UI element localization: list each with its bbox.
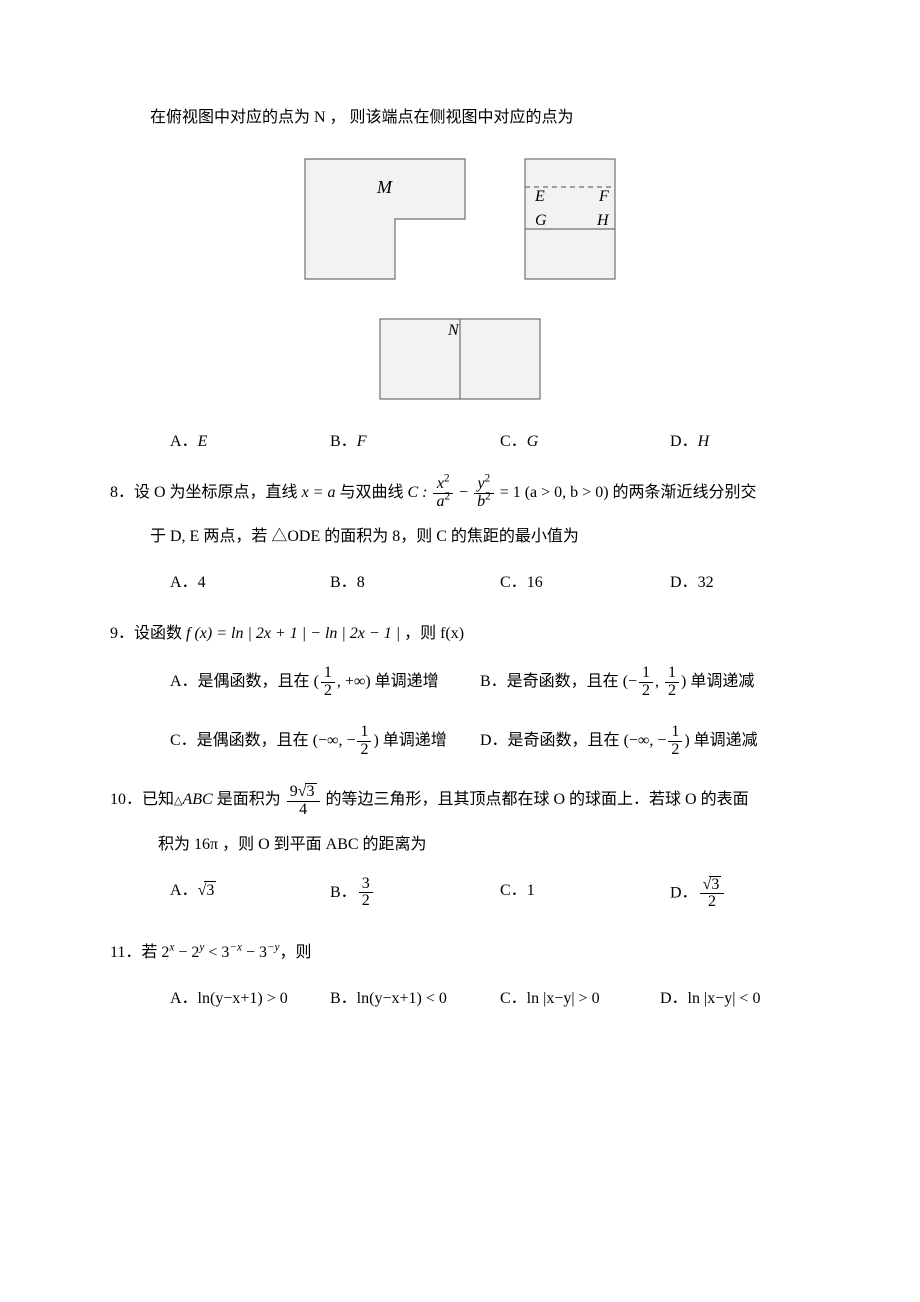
q9-option-C[interactable]: C．是偶函数，且在 (−∞, −12) 单调递增 — [170, 724, 480, 759]
q11-prefix: 11．若 — [110, 944, 161, 961]
q9-options-row1: A．是偶函数，且在 (12, +∞) 单调递增 B．是奇函数，且在 (−12, … — [110, 665, 810, 700]
q9-prefix: 9．设函数 — [110, 625, 186, 642]
q9-option-D[interactable]: D．是奇函数，且在 (−∞, −12) 单调递减 — [480, 724, 758, 759]
q11-line: 11．若 2x − 2y < 3−x − 3−y，则 — [110, 935, 810, 970]
q11-option-A[interactable]: A．ln(y−x+1) > 0 — [170, 984, 330, 1008]
q10-mid2: 的等边三角形，且其顶点都在球 O 的球面上．若球 O 的表面 — [322, 791, 749, 808]
label-H: H — [596, 212, 610, 229]
q11-options: A．ln(y−x+1) > 0 B．ln(y−x+1) < 0 C．ln |x−… — [110, 984, 810, 1008]
q7-front-view: M — [295, 149, 475, 289]
q8-eq1: x = a — [302, 484, 336, 501]
label-G: G — [535, 212, 547, 229]
q7-option-B[interactable]: B．F — [330, 427, 500, 451]
q7-top-view: N — [370, 309, 550, 409]
q8-C: C : — [407, 484, 431, 501]
label-M: M — [376, 177, 393, 197]
q11-option-C[interactable]: C．ln |x−y| > 0 — [500, 984, 660, 1008]
q9-option-B[interactable]: B．是奇函数，且在 (−12, 12) 单调递减 — [480, 665, 754, 700]
q8-line1: 8．设 O 为坐标原点，直线 x = a 与双曲线 C : x2a2 − y2b… — [110, 475, 810, 511]
label-N: N — [447, 322, 460, 339]
q11-option-B[interactable]: B．ln(y−x+1) < 0 — [330, 984, 500, 1008]
q8-frac1: x2a2 — [433, 476, 453, 511]
q8-frac2: y2b2 — [474, 476, 494, 511]
label-F: F — [598, 188, 609, 205]
q8-options: A．4 B．8 C．16 D．32 — [110, 568, 810, 592]
q9-line: 9．设函数 f (x) = ln | 2x + 1 | − ln | 2x − … — [110, 616, 810, 651]
q8-option-A[interactable]: A．4 — [170, 568, 330, 592]
q8-prefix: 8．设 O 为坐标原点，直线 — [110, 484, 302, 501]
q10-option-A[interactable]: A．√3 — [170, 876, 330, 912]
q10-line2: 积为 16π ，则 O 到平面 ABC 的距离为 — [110, 827, 810, 862]
q10-option-C[interactable]: C．1 — [500, 876, 670, 912]
q8-option-B[interactable]: B．8 — [330, 568, 500, 592]
q8-minus: − — [455, 484, 472, 501]
q8-option-D[interactable]: D．32 — [670, 568, 714, 592]
q8-after: = 1 (a > 0, b > 0) 的两条渐近线分别交 — [496, 484, 757, 501]
q9-option-A[interactable]: A．是偶函数，且在 (12, +∞) 单调递增 — [170, 665, 480, 700]
q10-mid1: 是面积为 — [213, 791, 285, 808]
q10-option-B[interactable]: B．32 — [330, 876, 500, 912]
q10-option-D[interactable]: D．√32 — [670, 876, 726, 912]
q7-options: A．E B．F C．G D．H — [110, 427, 810, 451]
q7-diagram-group: M E F G H N — [110, 149, 810, 409]
q11-suffix: ，则 — [279, 944, 311, 961]
q10-options: A．√3 B．32 C．1 D．√32 — [110, 876, 810, 912]
q7-option-D[interactable]: D．H — [670, 427, 709, 451]
q7-option-A[interactable]: A．E — [170, 427, 330, 451]
q10-area-frac: 9√34 — [287, 783, 320, 819]
q11-option-D[interactable]: D．ln |x−y| < 0 — [660, 984, 760, 1008]
q10-line1: 10．已知△ABC 是面积为 9√34 的等边三角形，且其顶点都在球 O 的球面… — [110, 782, 810, 818]
q9-options-row2: C．是偶函数，且在 (−∞, −12) 单调递增 D．是奇函数，且在 (−∞, … — [110, 724, 810, 759]
q9-fx: f (x) = ln | 2x + 1 | − ln | 2x − 1 | — [186, 625, 400, 642]
q8-option-C[interactable]: C．16 — [500, 568, 670, 592]
q9-suffix: ，则 f(x) — [400, 625, 464, 642]
q7-side-view: E F G H — [515, 149, 625, 289]
q10-abc: ABC — [182, 791, 212, 808]
q7-tail-text: 在俯视图中对应的点为 N ， 则该端点在侧视图中对应的点为 — [150, 109, 574, 126]
q10-prefix: 10．已知 — [110, 791, 174, 808]
q8-line2: 于 D, E 两点，若 △ODE 的面积为 8，则 C 的焦距的最小值为 — [110, 519, 810, 554]
q7-option-C[interactable]: C．G — [500, 427, 670, 451]
q8-mid1: 与双曲线 — [335, 484, 407, 501]
label-E: E — [534, 188, 545, 205]
